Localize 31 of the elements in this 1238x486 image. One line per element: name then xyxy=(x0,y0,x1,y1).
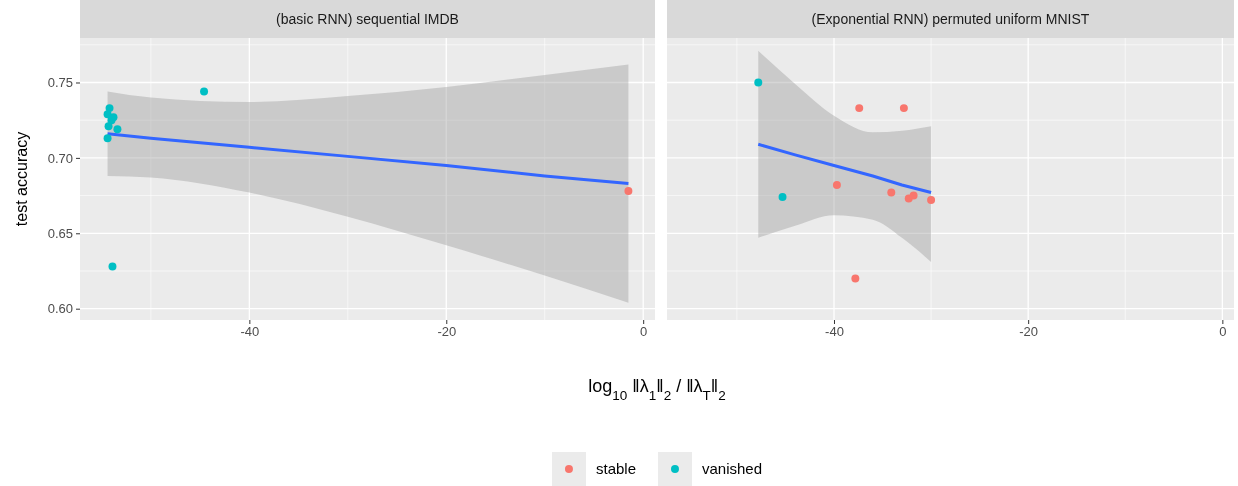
chart-title: (Exponential RNN) permuted uniform MNIST xyxy=(811,11,1090,27)
x-tick-label: -20 xyxy=(1019,324,1039,340)
y-axis-title: test accuracy xyxy=(13,131,30,227)
point xyxy=(851,274,860,283)
y-tick-label: 0.65 xyxy=(47,225,73,241)
point xyxy=(778,193,787,202)
point xyxy=(887,188,896,197)
point xyxy=(624,187,633,196)
x-tick-label: -40 xyxy=(240,324,260,340)
x-tick-label: 0 xyxy=(1219,324,1227,340)
x-tick-label: 0 xyxy=(640,324,648,340)
legend-label: stable xyxy=(595,460,636,477)
point xyxy=(103,134,112,143)
y-tick-label: 0.70 xyxy=(47,150,73,166)
point xyxy=(104,122,113,131)
point xyxy=(832,181,841,190)
chart-title: (basic RNN) sequential IMDB xyxy=(276,11,459,27)
point xyxy=(113,125,122,134)
point xyxy=(909,191,918,200)
point xyxy=(754,78,763,87)
point xyxy=(855,104,864,113)
legend-label: vanished xyxy=(701,460,763,477)
point xyxy=(927,196,936,205)
text: log$_{10}$ ‖λ$_{1}$‖$_{2}$ / ‖λ$_{T}$‖$_{2}$ xyxy=(588,376,726,403)
y-tick-label: 0.60 xyxy=(47,301,73,317)
point xyxy=(200,87,209,96)
point xyxy=(108,262,117,271)
x-tick-label: -40 xyxy=(825,324,844,340)
point xyxy=(899,104,908,113)
y-tick-label: 0.75 xyxy=(47,75,73,91)
x-tick-label: -20 xyxy=(437,324,457,340)
